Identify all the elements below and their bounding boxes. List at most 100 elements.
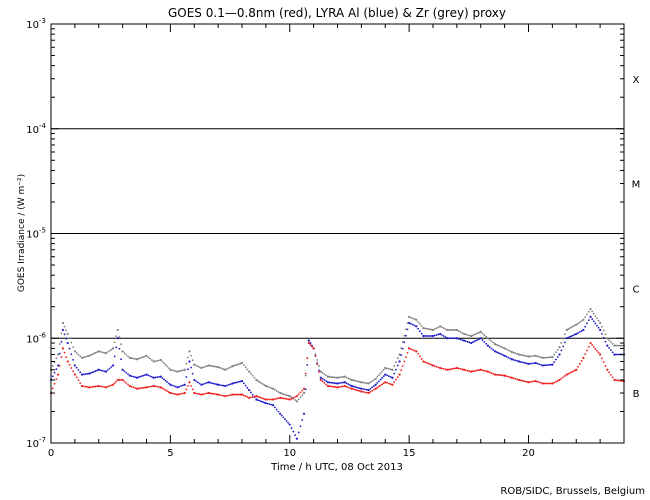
data-trace-dot [185,388,188,391]
data-trace-dot [63,351,66,354]
data-point [367,391,370,395]
data-trace-dot [512,377,515,380]
data-trace-dot [355,380,358,383]
data-trace-dot [330,381,333,384]
data-trace-dot [108,385,111,387]
data-trace-dot [401,347,404,350]
data-point [135,387,139,390]
data-trace-dot [529,362,532,365]
data-trace-dot [154,376,157,379]
data-trace-dot [502,346,504,349]
data-point [350,378,353,382]
data-trace-dot [202,393,205,396]
data-trace-dot [424,361,426,364]
data-point [200,366,203,370]
credit-text: ROB/SIDC, Brussels, Belgium [500,486,645,497]
data-trace-dot [163,362,165,365]
data-trace-dot [144,355,146,358]
data-trace-dot [270,403,273,406]
data-trace-dot [549,363,552,366]
data-trace-dot [490,372,493,375]
data-trace-dot [180,392,183,395]
data-point [145,354,148,357]
data-trace-dot [509,376,511,379]
data-trace-dot [277,397,280,400]
data-trace-dot [134,376,137,379]
y-tick-label: 10-4 [26,122,46,136]
data-trace-dot [260,400,262,403]
data-trace-dot [381,370,383,373]
data-trace-dot [79,382,82,385]
data-trace-dot [290,396,293,399]
data-trace-dot [497,374,500,376]
data-point [319,370,322,373]
data-trace-dot [570,326,573,329]
data-point [493,342,497,346]
data-trace-dot [127,355,129,358]
data-point [470,334,473,338]
data-trace-dot [483,369,486,372]
data-trace-dot [191,359,194,362]
data-trace-dot [103,351,106,354]
data-trace-dot [386,374,388,377]
data-point [606,337,609,340]
data-trace-dot [86,386,89,388]
data-trace-dot [251,393,254,396]
data-trace-dot [572,370,574,373]
data-trace-dot [505,355,508,358]
data-trace-dot [553,381,556,384]
data-trace-dot [586,313,588,316]
data-trace-dot [615,353,617,356]
data-trace-dot [430,335,433,337]
data-point [398,353,401,356]
data-trace-dot [497,344,500,347]
x-tick-label: 15 [403,448,416,459]
data-trace-dot [488,346,491,348]
data-trace-dot [352,385,355,388]
data-point [534,361,537,365]
data-point [336,382,339,385]
data-trace-dot [570,371,573,374]
flare-class-label: M [632,180,641,191]
data-trace-dot [492,349,495,351]
data-trace-dot [572,325,574,328]
data-trace-dot [198,382,201,385]
data-trace-dot [82,356,85,359]
data-point [97,384,100,388]
data-trace-dot [215,365,218,368]
data-trace-dot [163,378,165,381]
data-trace-dot [250,396,252,399]
data-point [446,337,449,340]
data-trace-dot [257,395,259,398]
data-trace-dot [299,396,302,399]
data-trace-dot [454,337,457,340]
data-trace-dot [250,391,252,394]
data-point [326,381,330,384]
data-trace-dot [142,374,145,377]
data-trace-dot [471,334,474,337]
data-trace-dot [190,366,192,369]
data-trace-dot [191,372,194,375]
data-trace-dot [562,345,565,348]
data-point [288,395,291,398]
data-trace-dot [234,381,237,384]
data-point [408,315,411,318]
data-trace-dot [522,380,525,383]
data-trace-dot [299,425,302,428]
data-trace-dot [405,334,407,337]
data-trace-dot [454,329,457,331]
data-trace-dot [475,333,477,335]
chart-title: GOES 0.1—0.8nm (red), LYRA Al (blue) & Z… [168,6,506,20]
data-point [479,337,482,340]
data-trace-dot [338,376,341,379]
data-trace-dot [301,394,304,396]
data-point [217,383,220,386]
data-trace-dot [142,386,145,389]
data-trace-dot [331,385,334,388]
data-point [61,321,65,325]
data-trace-dot [258,396,261,399]
data-point [217,366,220,369]
data-point [360,387,363,390]
data-trace-dot [597,351,600,354]
data-trace-dot [410,322,412,325]
